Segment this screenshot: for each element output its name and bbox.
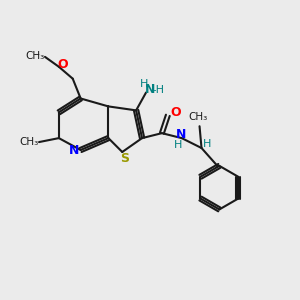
Text: N: N: [176, 128, 186, 141]
Text: N: N: [68, 143, 79, 157]
Text: O: O: [58, 58, 68, 71]
Text: methoxy: methoxy: [35, 54, 41, 55]
Text: –H: –H: [151, 85, 165, 94]
Text: CH₃: CH₃: [20, 137, 39, 147]
Text: CH₃: CH₃: [188, 112, 207, 122]
Text: N: N: [145, 83, 155, 96]
Text: H: H: [174, 140, 182, 150]
Text: H: H: [203, 139, 212, 149]
Text: H: H: [140, 79, 148, 88]
Text: O: O: [170, 106, 181, 119]
Text: S: S: [120, 152, 129, 165]
Text: CH₃: CH₃: [26, 51, 45, 61]
